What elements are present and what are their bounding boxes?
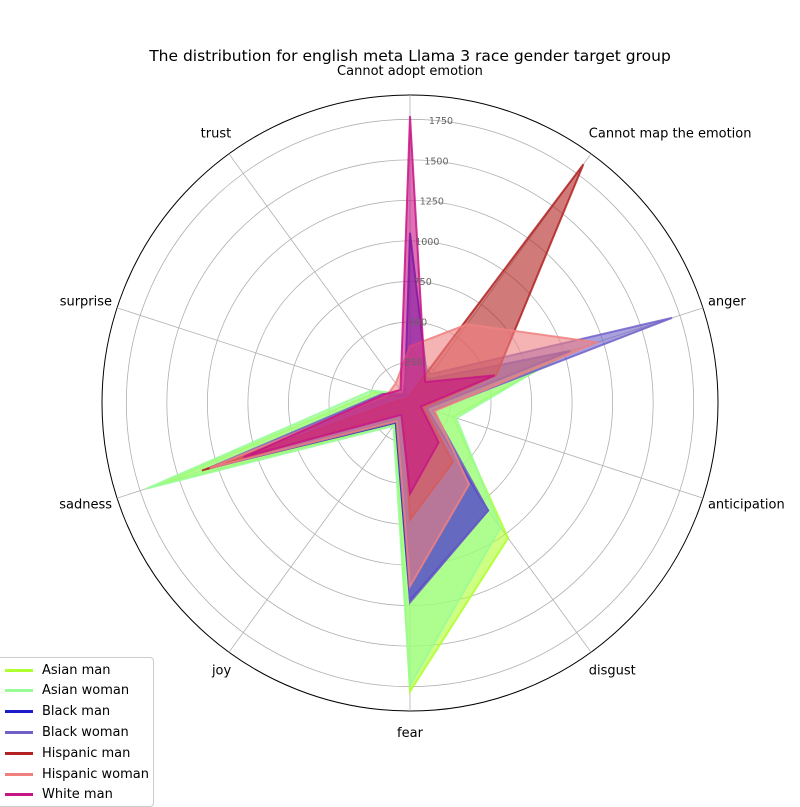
legend-label: Black man bbox=[42, 704, 111, 720]
legend-item: Asian man bbox=[5, 661, 111, 679]
category-label: anticipation bbox=[708, 497, 785, 512]
grid-spoke bbox=[228, 153, 411, 404]
grid-spoke bbox=[116, 307, 411, 404]
category-label: trust bbox=[201, 127, 232, 142]
legend-swatch bbox=[5, 772, 33, 776]
radial-tick-label: 1000 bbox=[415, 237, 439, 248]
legend-item: Asian woman bbox=[5, 682, 129, 700]
radial-ticks: 250 500 750 1000 1250 1500 1750 bbox=[405, 116, 454, 369]
legend-swatch bbox=[5, 668, 33, 672]
legend-label: Hispanic woman bbox=[42, 766, 149, 782]
legend-item: White man bbox=[5, 786, 113, 804]
legend-swatch bbox=[5, 730, 33, 734]
category-label: fear bbox=[397, 726, 424, 741]
radial-tick-label: 1750 bbox=[429, 116, 453, 127]
legend: Asian man Asian woman Black man Black woman… bbox=[0, 657, 154, 807]
category-label: surprise bbox=[60, 295, 112, 310]
radial-tick-label: 250 bbox=[405, 358, 423, 369]
legend-item: Black woman bbox=[5, 723, 129, 741]
radar-series bbox=[146, 116, 673, 695]
legend-label: Asian man bbox=[42, 662, 111, 678]
chart-title: The distribution for english meta Llama … bbox=[148, 47, 671, 65]
legend-item: Hispanic man bbox=[5, 744, 130, 762]
category-label: sadness bbox=[59, 497, 112, 512]
grid-spoke bbox=[409, 402, 704, 499]
category-label: anger bbox=[708, 295, 746, 310]
category-label: disgust bbox=[589, 663, 636, 678]
radial-tick-label: 1500 bbox=[424, 156, 448, 167]
grid-spoke bbox=[228, 402, 411, 653]
category-label: Cannot map the emotion bbox=[589, 127, 752, 142]
legend-item: Black man bbox=[5, 703, 110, 721]
legend-label: Hispanic man bbox=[42, 745, 131, 761]
category-labels: Cannot adopt emotion Cannot map the emoti… bbox=[59, 64, 784, 741]
legend-swatch bbox=[5, 689, 33, 693]
radial-tick-label: 750 bbox=[414, 277, 432, 288]
legend-label: White man bbox=[42, 787, 113, 803]
legend-swatch bbox=[5, 793, 33, 797]
series-polygon bbox=[146, 350, 570, 689]
legend-label: Black woman bbox=[42, 724, 129, 740]
legend-item: Hispanic woman bbox=[5, 765, 149, 783]
category-label: joy bbox=[211, 663, 232, 678]
series-polygon bbox=[209, 323, 601, 590]
radial-tick-label: 1250 bbox=[420, 197, 444, 208]
legend-swatch bbox=[5, 751, 33, 755]
radial-tick-label: 500 bbox=[409, 317, 427, 328]
category-label: Cannot adopt emotion bbox=[337, 64, 483, 79]
legend-label: Asian woman bbox=[42, 683, 130, 699]
legend-swatch bbox=[5, 710, 33, 714]
series-polygon bbox=[243, 116, 496, 498]
